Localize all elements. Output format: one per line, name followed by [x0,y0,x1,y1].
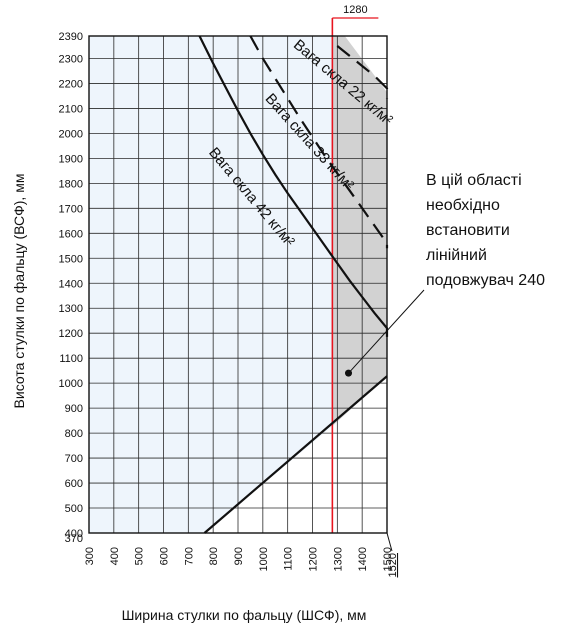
y-tick-label: 2390 [59,31,83,43]
annotation-line: необхідно [426,197,500,214]
x-end-leader [386,532,393,552]
series-line [198,35,389,337]
annotation-line: лінійний [426,247,487,264]
chart-series [198,17,425,534]
annotation-line: подовжувач 240 [426,272,545,289]
annotation-leader [348,289,425,374]
y-tick-label: 400 [65,528,83,540]
x-tick-label: 300 [84,547,96,565]
annotation-line: встановити [426,222,510,239]
y-tick-label: 2000 [59,128,83,140]
y-tick-label: 1300 [59,303,83,315]
series-line [336,45,389,99]
series-line [249,35,389,249]
y-tick-label: 1800 [59,178,83,190]
y-tick-label: 1600 [59,228,83,240]
y-tick-label: 2100 [59,103,83,115]
plot-frame [88,35,388,534]
light-region [89,36,333,533]
y-tick-label: 1000 [59,378,83,390]
y-tick-label: 370 [65,533,83,545]
y-tick-label: 1100 [59,353,83,365]
annotation-dot [345,369,353,377]
y-tick-label: 600 [65,478,83,490]
x-tick-label: 600 [159,547,171,565]
y-tick-label: 900 [65,403,83,415]
limit-line-label: 1280 [343,4,367,16]
x-tick-label: 700 [183,547,195,565]
x-tick-label: 1520 [387,553,399,577]
x-tick-label: 1000 [258,547,270,571]
y-tick-label: 1500 [59,253,83,265]
x-tick-label: 1100 [283,547,295,571]
y-tick-label: 2300 [59,53,83,65]
x-tick-label: 1300 [332,547,344,571]
y-tick-label: 700 [65,453,83,465]
chart-axes: 300 400 500 600 700 800 900 1000 1100 1200 1300 140… [59,4,399,577]
y-tick-label: 1700 [59,203,83,215]
y-tick-label: 1900 [59,153,83,165]
x-axis-title: Ширина стулки по фальцу (ШСФ), мм [122,607,367,623]
y-axis-title: Висота стулки по фальцу (ВСФ), мм [11,174,27,409]
x-tick-label: 900 [233,547,245,565]
x-tick-label: 800 [208,547,220,565]
chart-grid [88,35,388,534]
annotation-note: В цій області необхідно встановити ліній… [426,168,576,293]
x-tick-label: 500 [134,547,146,565]
x-tick-label: 400 [109,547,121,565]
x-tick-label: 1200 [308,547,320,571]
x-tick-label: 1500 [382,547,394,571]
y-tick-label: 2200 [59,78,83,90]
x-tick-label: 1400 [357,547,369,571]
annotation-line: В цій області [426,172,522,189]
y-tick-label: 1400 [59,278,83,290]
y-tick-label: 800 [65,428,83,440]
series-line [203,375,388,534]
y-tick-label: 1200 [59,328,83,340]
y-tick-label: 500 [65,503,83,515]
